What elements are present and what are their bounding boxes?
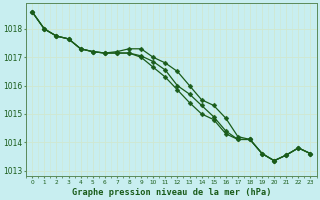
X-axis label: Graphe pression niveau de la mer (hPa): Graphe pression niveau de la mer (hPa) xyxy=(72,188,271,197)
